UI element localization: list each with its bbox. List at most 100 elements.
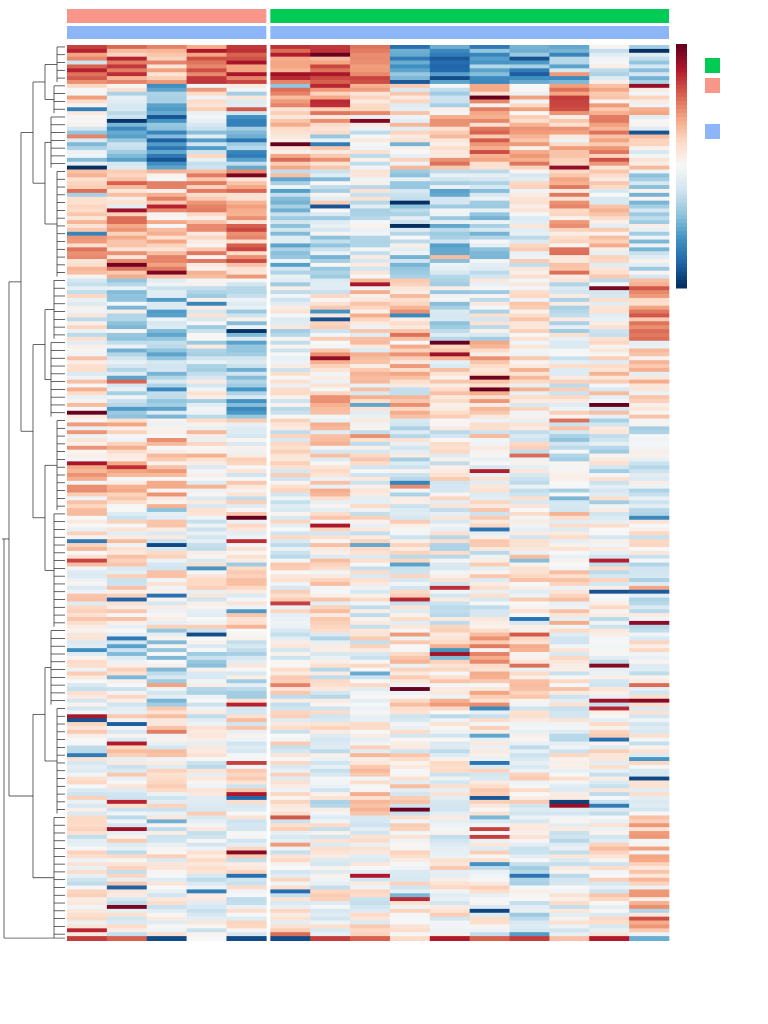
heatmap-cell	[469, 858, 510, 863]
heatmap-cell	[310, 274, 351, 279]
heatmap-cell	[350, 780, 391, 785]
heatmap-cell	[350, 523, 391, 528]
heatmap-cell	[270, 173, 311, 178]
heatmap-cell	[226, 45, 267, 50]
heatmap-cell	[469, 181, 510, 186]
heatmap-cell	[469, 838, 510, 844]
heatmap-cell	[429, 675, 470, 680]
heatmap-cell	[389, 243, 431, 248]
heatmap-cell	[589, 725, 630, 731]
heatmap-cell	[389, 628, 431, 633]
heatmap-cell	[350, 68, 391, 73]
heatmap-cell	[350, 476, 391, 482]
heatmap-cell	[146, 757, 187, 762]
heatmap-cell	[389, 387, 431, 392]
heatmap-cell	[549, 838, 590, 844]
heatmap-cell	[350, 546, 391, 552]
heatmap-cell	[270, 920, 311, 925]
heatmap-cell	[146, 582, 187, 587]
heatmap-cell	[350, 165, 391, 170]
heatmap-cell	[509, 554, 550, 559]
heatmap-cell	[350, 916, 391, 921]
color-scale-segment	[676, 68, 687, 73]
heatmap-cell	[186, 745, 227, 750]
heatmap-cell	[67, 827, 108, 832]
heatmap-cell	[429, 399, 470, 404]
heatmap-cell	[509, 543, 550, 548]
heatmap-cell	[389, 788, 431, 793]
heatmap-cell	[589, 52, 630, 57]
heatmap-cell	[106, 710, 148, 715]
heatmap-cell	[67, 589, 108, 594]
heatmap-cell	[350, 313, 391, 318]
heatmap-cell	[389, 208, 431, 213]
heatmap-cell	[549, 196, 590, 201]
heatmap-cell	[106, 936, 148, 941]
heatmap-cell	[589, 130, 630, 135]
heatmap-cell	[67, 56, 108, 61]
heatmap-cell	[350, 192, 391, 198]
heatmap-cell	[146, 854, 187, 859]
heatmap-cell	[469, 803, 510, 808]
heatmap-cell	[226, 694, 267, 700]
heatmap-cell	[270, 881, 311, 886]
heatmap-cell	[429, 761, 470, 766]
heatmap-cell	[350, 597, 391, 602]
heatmap-cell	[67, 438, 108, 443]
heatmap-cell	[106, 220, 148, 225]
heatmap-cell	[186, 449, 227, 454]
heatmap-cell	[469, 317, 510, 322]
heatmap-cell	[469, 690, 510, 696]
heatmap-cell	[67, 118, 108, 124]
heatmap-cell	[429, 904, 470, 910]
heatmap-cell	[629, 582, 670, 587]
heatmap-cell	[310, 659, 351, 665]
heatmap-cell	[270, 325, 311, 330]
heatmap-cell	[270, 488, 311, 493]
heatmap-cell	[469, 146, 510, 151]
heatmap-cell	[629, 539, 670, 544]
heatmap-cell	[509, 72, 550, 77]
heatmap-cell	[509, 901, 550, 906]
heatmap-cell	[67, 321, 108, 326]
heatmap-cell	[469, 410, 510, 415]
heatmap-cell	[186, 410, 227, 415]
heatmap-cell	[629, 473, 670, 478]
heatmap-cell	[350, 776, 391, 781]
heatmap-cell	[310, 130, 351, 135]
heatmap-cell	[226, 858, 267, 863]
heatmap-cell	[226, 897, 267, 902]
heatmap-cell	[389, 928, 431, 933]
heatmap-cell	[310, 196, 351, 201]
heatmap-cell	[509, 659, 550, 665]
heatmap-cell	[429, 142, 470, 147]
heatmap-cell	[629, 881, 670, 886]
heatmap-cell	[67, 838, 108, 844]
heatmap-cell	[186, 823, 227, 828]
heatmap-cell	[469, 582, 510, 587]
heatmap-cell	[146, 722, 187, 727]
heatmap-cell	[270, 344, 311, 349]
heatmap-cell	[226, 566, 267, 571]
heatmap-cell	[429, 445, 470, 450]
heatmap-cell	[509, 920, 550, 925]
heatmap-cell	[270, 764, 311, 770]
heatmap-cell	[549, 68, 590, 73]
heatmap-cell	[270, 321, 311, 326]
heatmap-cell	[226, 286, 267, 291]
heatmap-cell	[429, 375, 470, 380]
heatmap-cell	[629, 749, 670, 754]
heatmap-cell	[350, 543, 391, 548]
heatmap-cell	[509, 64, 550, 69]
heatmap-cell	[146, 457, 187, 462]
heatmap-cell	[469, 297, 510, 303]
heatmap-cell	[226, 687, 267, 692]
heatmap-cell	[310, 220, 351, 225]
heatmap-cell	[469, 722, 510, 727]
heatmap-cell	[310, 438, 351, 443]
heatmap-cell	[67, 196, 108, 201]
heatmap-cell	[629, 893, 670, 898]
heatmap-cell	[350, 138, 391, 143]
heatmap-cell	[629, 122, 670, 128]
heatmap-cell	[146, 508, 187, 513]
